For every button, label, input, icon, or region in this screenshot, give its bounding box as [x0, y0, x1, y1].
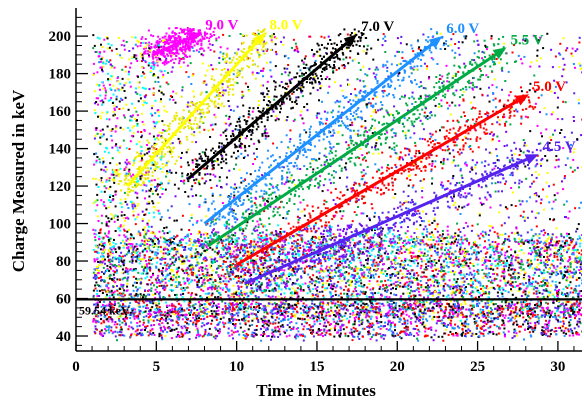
- y-tick-label: 60: [56, 292, 71, 308]
- y-tick-label: 40: [56, 329, 71, 345]
- x-tick-label: 20: [390, 359, 405, 375]
- series-label: 7.0 V: [361, 19, 394, 35]
- y-tick-label: 140: [49, 142, 72, 158]
- trend-arrow-70: [187, 41, 349, 180]
- trend-arrow-55: [206, 53, 497, 248]
- x-tick-label: 25: [470, 359, 485, 375]
- series-label: 4.5 V: [543, 139, 576, 155]
- y-tick-label: 120: [49, 179, 72, 195]
- reference-line-label: 59.54 keV: [79, 303, 130, 317]
- trend-arrow-50: [235, 99, 519, 267]
- trend-arrowhead: [524, 154, 539, 165]
- series-label: 5.5 V: [511, 32, 544, 48]
- series-label: 9.0 V: [205, 17, 238, 33]
- trend-arrow-60: [203, 43, 433, 225]
- axes: 0 5 10 15 20 25 30 40 60 80 100 120 140 160 180 200: [49, 8, 582, 375]
- x-tick-label: 15: [309, 359, 324, 375]
- trend-arrowhead: [428, 36, 443, 49]
- series-label: 5.0 V: [533, 79, 566, 95]
- x-tick-label: 30: [550, 359, 565, 375]
- x-tick-label: 10: [229, 359, 244, 375]
- x-axis-title: Time in Minutes: [256, 381, 376, 400]
- scatter-points: [92, 27, 582, 342]
- series-label: 6.0 V: [446, 21, 479, 37]
- trend-arrows: 9.0 V 8.0 V 7.0 V 6.0 V 5.5 V 5.0 V 4.5 V: [126, 17, 576, 285]
- trend-arrow-90: [152, 36, 191, 57]
- x-tick-label: 5: [153, 359, 161, 375]
- y-tick-label: 200: [49, 29, 72, 45]
- trend-arrowhead: [515, 94, 529, 106]
- reference-line-group: 59.54 keV: [76, 298, 582, 317]
- trend-arrowhead: [187, 32, 202, 43]
- trend-arrowhead: [343, 34, 358, 47]
- series-label: 8.0 V: [270, 17, 303, 33]
- trend-arrow-80: [126, 40, 259, 188]
- y-tick-label: 160: [49, 104, 72, 120]
- trend-arrow-45: [244, 158, 528, 285]
- y-tick-label: 80: [56, 254, 71, 270]
- y-tick-label: 100: [49, 217, 72, 233]
- y-axis-title: Charge Measured in keV: [9, 89, 28, 272]
- y-tick-label: 180: [49, 67, 72, 83]
- x-tick-label: 0: [72, 359, 80, 375]
- trend-arrowhead: [252, 32, 266, 46]
- trend-arrowhead: [492, 47, 507, 60]
